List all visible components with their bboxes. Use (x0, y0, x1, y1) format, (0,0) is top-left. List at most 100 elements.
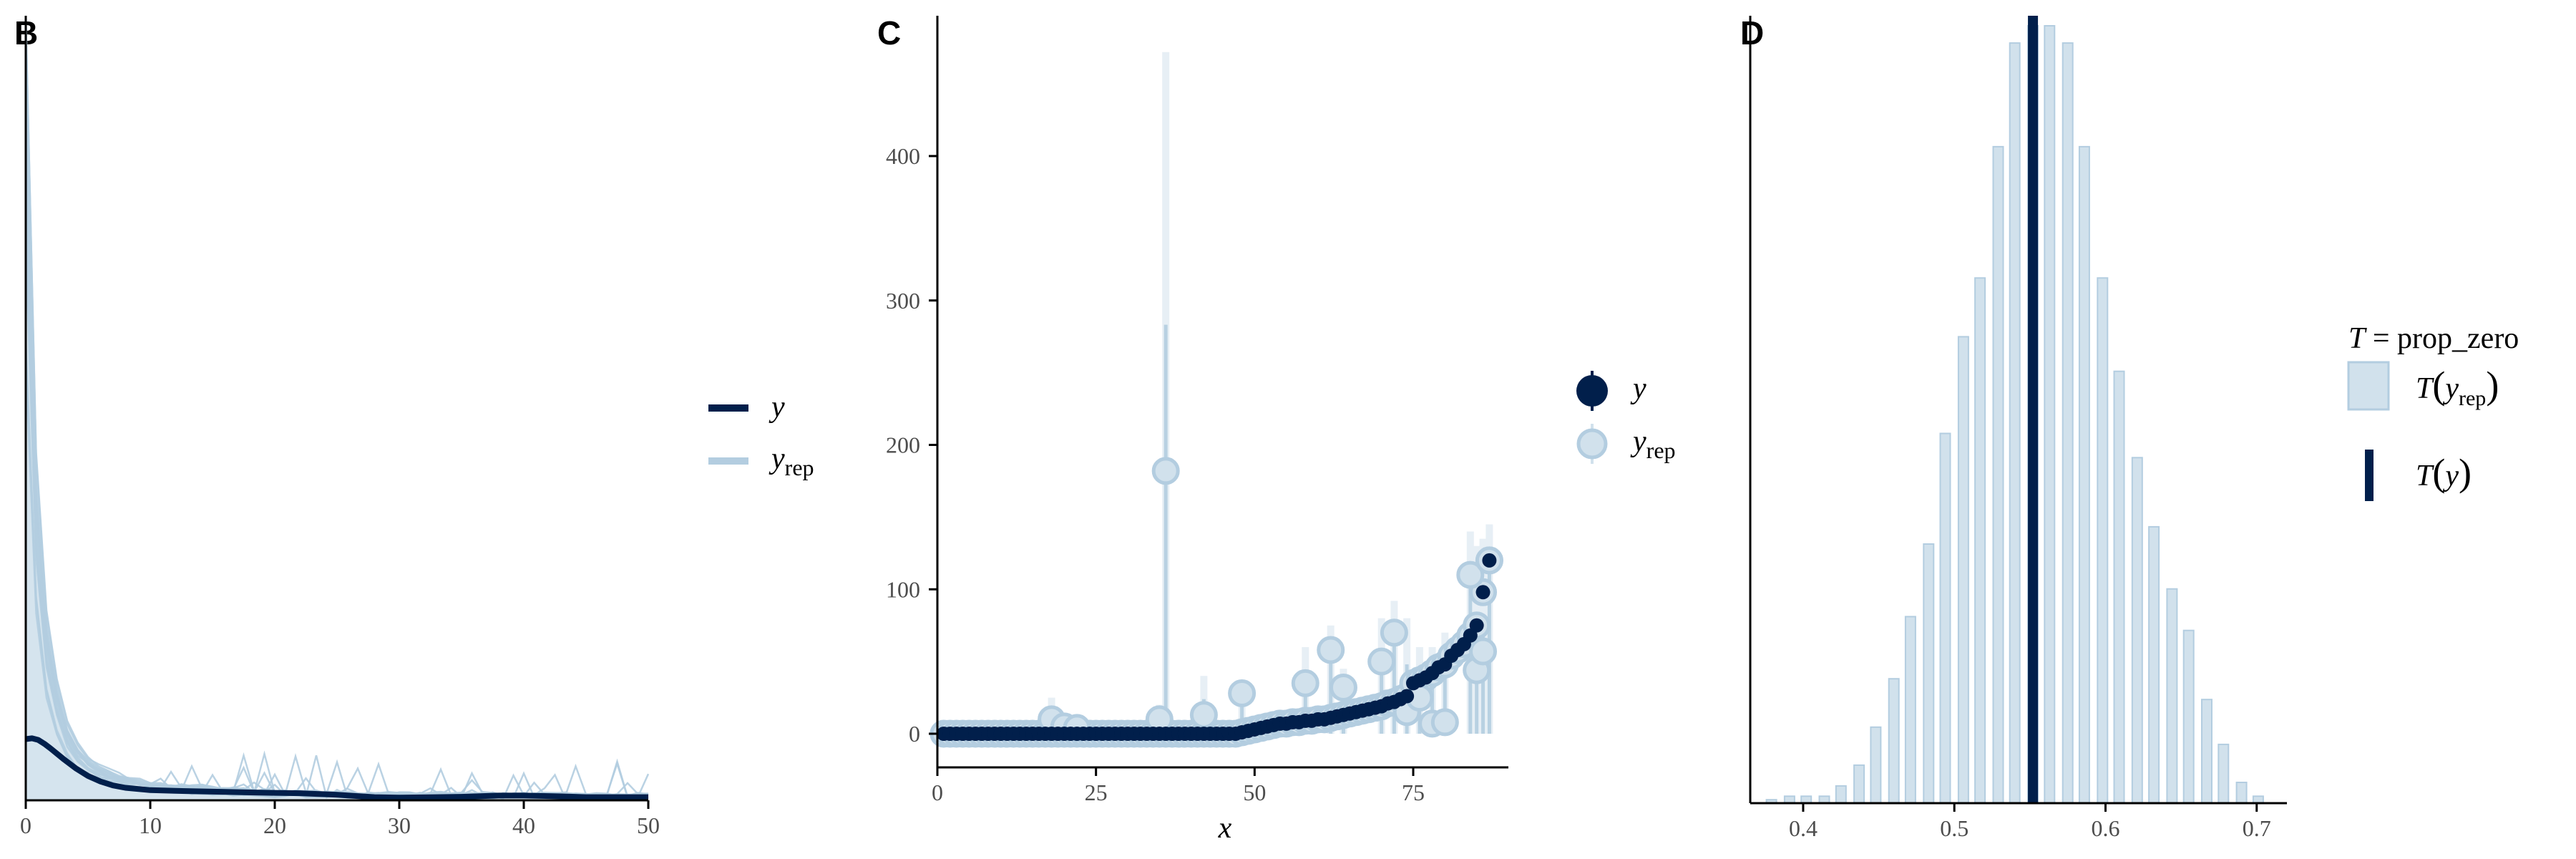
x-tick-label: 10 (139, 812, 162, 838)
histogram-bar (2097, 277, 2109, 804)
panel-d-test-statistic: D 0.4 0.5 0.6 0.7 T = prop_zero T(yrep) T(y… (1740, 14, 2519, 841)
legend-statistic-label: T = prop_zero (2348, 322, 2519, 355)
yrep-median-point (1380, 618, 1408, 647)
histogram-bar (2131, 457, 2143, 804)
histogram-bar (2201, 699, 2212, 805)
yrep-density-curve (24, 223, 649, 800)
y-tick-label: 400 (886, 143, 920, 169)
histogram-bar (2044, 25, 2056, 804)
x-tick-label: 25 (1085, 780, 1108, 805)
legend-label-y: y (769, 391, 785, 424)
y-density-curve (25, 735, 648, 801)
histogram-bar (1835, 785, 1847, 805)
legend-key-t-y (2365, 450, 2373, 501)
yrep-median-point (1456, 560, 1485, 589)
yrep-density-curve (24, 208, 649, 799)
yrep-median-point (1469, 637, 1498, 666)
y-tick-label: 200 (886, 432, 920, 458)
yrep-density-curve (24, 120, 649, 799)
histogram-bar (1853, 764, 1865, 805)
histogram-bar (1939, 432, 1951, 804)
yrep-density-curve (24, 247, 649, 800)
panel-c-intervals: C 0 25 50 75 0 100 200 300 400 x y yrep (877, 14, 1676, 845)
legend-label-t-yrep: T(yrep) (2416, 364, 2499, 410)
histogram-bar (2062, 42, 2074, 805)
legend-key-yrep (1576, 428, 1608, 460)
yrep-median-point (1228, 679, 1257, 708)
y-points (936, 553, 1497, 741)
yrep-density-lines (24, 15, 650, 801)
histogram-bar (2078, 145, 2090, 804)
legend-label-t-y: T(y) (2416, 451, 2472, 494)
yrep-density-curve (24, 105, 649, 798)
x-tick-label: 0 (20, 812, 31, 838)
y-density-line (25, 735, 648, 801)
t-yrep-histogram (1765, 25, 2264, 805)
yrep-density-curve (24, 15, 650, 798)
panel-d-legend: T = prop_zero T(yrep) T(y) (2347, 322, 2519, 501)
yrep-median-point (1317, 636, 1345, 664)
x-tick-label: 0 (932, 780, 943, 805)
yrep-density-curve (24, 111, 649, 798)
y-point (1475, 585, 1491, 600)
histogram-bar (1992, 145, 2004, 804)
x-tick-label: 0.5 (1940, 815, 1968, 841)
y-point (1469, 618, 1484, 633)
y-tick-label: 100 (886, 576, 920, 602)
legend-label-yrep: yrep (769, 442, 814, 480)
x-tick-label: 0.7 (2243, 815, 2271, 841)
x-tick-label: 0.6 (2091, 815, 2119, 841)
yrep-median-point (1189, 701, 1218, 729)
histogram-bar (1904, 616, 1916, 805)
x-tick-label: 75 (1402, 780, 1425, 805)
histogram-bar (1974, 277, 1986, 804)
yrep-median-point (1329, 673, 1357, 702)
panel-label-d: D (1740, 14, 1764, 52)
yrep-density-curve (24, 348, 649, 800)
y-point (1400, 689, 1415, 704)
yrep-median-point (1291, 669, 1319, 697)
panel-c-axes: 0 25 50 75 0 100 200 300 400 (886, 16, 1508, 805)
legend-key-y (1576, 375, 1608, 407)
panel-b-axes: 0 10 20 30 40 50 (20, 16, 660, 838)
yrep-density-curve (24, 162, 649, 799)
histogram-bar (2218, 743, 2230, 805)
legend-label-y: y (1630, 372, 1646, 405)
y-tick-label: 300 (886, 288, 920, 314)
yrep-density-curve (24, 15, 649, 798)
yrep-density-curve (24, 146, 649, 799)
yrep-density-curve (24, 213, 649, 800)
legend-key-t-yrep (2347, 361, 2390, 411)
x-tick-label: 40 (512, 812, 535, 838)
histogram-bar (2148, 525, 2160, 805)
histogram-bar (1923, 543, 1935, 804)
yrep-median-point (1367, 647, 1396, 676)
x-tick-label: 30 (388, 812, 411, 838)
legend-label-yrep: yrep (1630, 425, 1676, 463)
histogram-bar (2113, 370, 2125, 804)
y-tick-label: 0 (909, 721, 920, 747)
panel-d-axes: 0.4 0.5 0.6 0.7 (1749, 16, 2287, 841)
histogram-bar (2182, 629, 2195, 805)
panel-label-c: C (877, 14, 901, 52)
histogram-bar (1870, 726, 1882, 804)
panel-c-x-axis-title: x (1218, 812, 1232, 845)
x-tick-label: 50 (637, 812, 660, 838)
t-y-observed-line (2028, 16, 2039, 803)
yrep-density-curve (24, 367, 649, 801)
histogram-bar (2166, 588, 2178, 804)
y-point (1482, 553, 1497, 568)
panel-c-legend: y yrep (1576, 371, 1676, 464)
yrep-median-point (1151, 457, 1180, 485)
histogram-bar (2235, 782, 2248, 804)
x-tick-label: 20 (263, 812, 286, 838)
yrep-median-point (1430, 708, 1459, 737)
yrep-density-curve (24, 119, 649, 799)
histogram-bar (2009, 42, 2021, 805)
yrep-density-envelope (26, 16, 648, 800)
x-tick-label: 50 (1243, 780, 1266, 805)
histogram-bar (1888, 678, 1900, 805)
yrep-density-curve (24, 341, 649, 800)
